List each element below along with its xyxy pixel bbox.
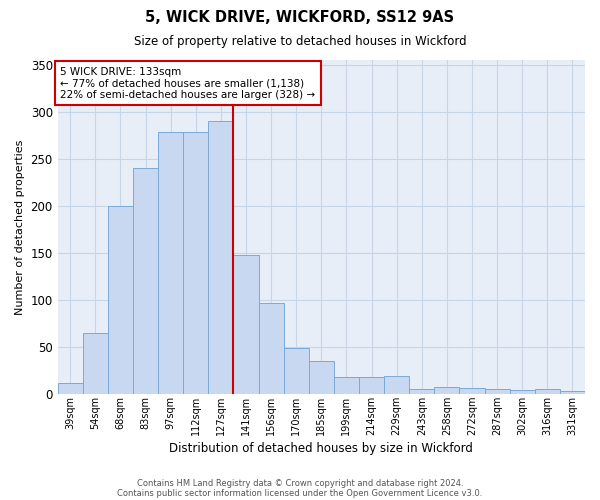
X-axis label: Distribution of detached houses by size in Wickford: Distribution of detached houses by size … — [169, 442, 473, 455]
Bar — [485, 388, 509, 394]
Bar — [309, 361, 334, 394]
Bar — [384, 376, 409, 394]
Y-axis label: Number of detached properties: Number of detached properties — [15, 140, 25, 315]
Bar — [233, 255, 259, 394]
Bar — [509, 390, 535, 394]
Bar — [334, 377, 359, 394]
Bar — [259, 303, 284, 394]
Bar — [133, 168, 158, 394]
Bar — [158, 132, 183, 394]
Bar — [83, 333, 108, 394]
Bar — [108, 206, 133, 394]
Text: Contains HM Land Registry data © Crown copyright and database right 2024.: Contains HM Land Registry data © Crown c… — [137, 478, 463, 488]
Text: Size of property relative to detached houses in Wickford: Size of property relative to detached ho… — [134, 35, 466, 48]
Bar — [58, 383, 83, 394]
Bar — [359, 377, 384, 394]
Bar — [460, 388, 485, 394]
Bar — [208, 121, 233, 394]
Text: 5 WICK DRIVE: 133sqm
← 77% of detached houses are smaller (1,138)
22% of semi-de: 5 WICK DRIVE: 133sqm ← 77% of detached h… — [60, 66, 316, 100]
Bar — [535, 390, 560, 394]
Text: Contains public sector information licensed under the Open Government Licence v3: Contains public sector information licen… — [118, 488, 482, 498]
Bar — [284, 348, 309, 394]
Bar — [409, 390, 434, 394]
Bar — [183, 132, 208, 394]
Bar — [434, 386, 460, 394]
Bar — [560, 392, 585, 394]
Text: 5, WICK DRIVE, WICKFORD, SS12 9AS: 5, WICK DRIVE, WICKFORD, SS12 9AS — [145, 10, 455, 25]
